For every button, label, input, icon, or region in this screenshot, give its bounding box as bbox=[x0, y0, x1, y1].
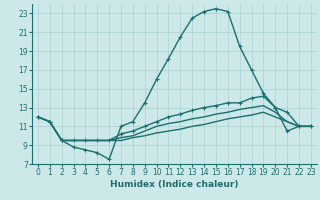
X-axis label: Humidex (Indice chaleur): Humidex (Indice chaleur) bbox=[110, 180, 239, 189]
